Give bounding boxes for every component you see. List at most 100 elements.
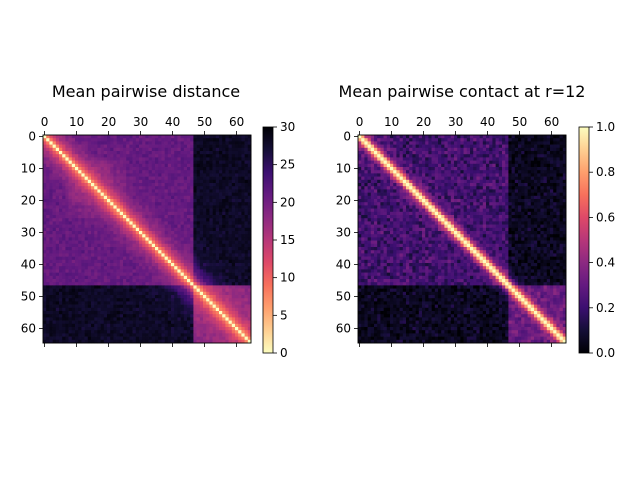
heatmap-cell — [203, 163, 207, 168]
heatmap-cell — [489, 135, 493, 139]
heatmap-cell — [231, 250, 236, 254]
heatmap-cell — [412, 167, 416, 171]
heatmap-cell — [107, 237, 111, 241]
heatmap-cell — [100, 186, 105, 190]
heatmap-cell — [167, 186, 172, 190]
heatmap-cell — [46, 307, 50, 312]
heatmap-cell — [71, 135, 76, 139]
heatmap-cell — [49, 320, 53, 325]
heatmap-cell — [183, 144, 188, 149]
heatmap-cell — [123, 186, 127, 190]
heatmap-cell — [151, 151, 156, 155]
heatmap-cell — [206, 314, 210, 318]
heatmap-cell — [203, 157, 207, 161]
heatmap-cell — [215, 320, 220, 325]
heatmap-cell — [103, 173, 108, 177]
heatmap-cell — [386, 160, 391, 165]
heatmap-cell — [84, 320, 89, 325]
heatmap-cell — [196, 215, 201, 219]
heatmap-cell — [161, 173, 165, 177]
heatmap-cell — [450, 144, 455, 149]
heatmap-cell — [113, 253, 117, 257]
heatmap-cell — [193, 205, 197, 209]
heatmap-cell — [148, 298, 153, 302]
heatmap-cell — [148, 160, 153, 165]
heatmap-cell — [129, 189, 133, 193]
heatmap-cell — [177, 135, 181, 139]
heatmap-cell — [158, 330, 162, 334]
heatmap-cell — [546, 151, 551, 155]
heatmap-cell — [187, 291, 191, 296]
heatmap-cell — [43, 218, 47, 222]
heatmap-cell — [52, 263, 57, 267]
heatmap-cell — [215, 211, 220, 216]
heatmap-cell — [527, 154, 532, 158]
heatmap-cell — [183, 285, 188, 289]
heatmap-cell — [193, 295, 197, 299]
heatmap-cell — [215, 227, 220, 232]
heatmap-cell — [62, 263, 66, 267]
heatmap-cell — [543, 144, 548, 149]
heatmap-cell — [225, 183, 229, 187]
heatmap-cell — [482, 147, 487, 152]
heatmap-cell — [155, 237, 159, 241]
heatmap-cell — [158, 243, 162, 248]
heatmap-cell — [164, 339, 169, 344]
heatmap-cell — [110, 311, 114, 315]
heatmap-cell — [65, 199, 69, 203]
heatmap-cell — [65, 291, 69, 296]
heatmap-cell — [171, 275, 175, 280]
heatmap-cell — [377, 167, 381, 171]
heatmap-cell — [479, 144, 484, 149]
heatmap-cell — [454, 160, 458, 165]
heatmap-cell — [123, 231, 127, 235]
heatmap-cell — [225, 311, 229, 315]
heatmap-cell — [370, 160, 375, 165]
heatmap-cell — [492, 141, 496, 145]
heatmap-cell — [55, 215, 60, 219]
heatmap-cell — [107, 189, 111, 193]
heatmap-cell — [81, 272, 85, 277]
heatmap-cell — [107, 144, 111, 149]
heatmap-cell — [167, 138, 172, 142]
heatmap-cell — [180, 192, 185, 197]
heatmap-cell — [91, 202, 95, 206]
heatmap-cell — [247, 295, 252, 299]
heatmap-cell — [530, 167, 535, 171]
heatmap-cell — [164, 291, 169, 296]
heatmap-cell — [466, 141, 471, 145]
heatmap-cell — [116, 157, 121, 161]
heatmap-cell — [377, 157, 381, 161]
heatmap-cell — [119, 304, 124, 309]
heatmap-cell — [151, 141, 156, 145]
heatmap-cell — [415, 163, 420, 168]
heatmap-cell — [241, 279, 245, 283]
heatmap-cell — [508, 141, 512, 145]
heatmap-cell — [135, 269, 140, 273]
heatmap-cell — [199, 205, 204, 209]
heatmap-cell — [199, 215, 204, 219]
heatmap-cell — [161, 192, 165, 197]
heatmap-cell — [78, 144, 82, 149]
heatmap-cell — [103, 170, 108, 174]
heatmap-cell — [148, 314, 153, 318]
heatmap-cell — [59, 323, 63, 328]
heatmap-cell — [460, 154, 464, 158]
heatmap-cell — [225, 307, 229, 312]
heatmap-cell — [59, 288, 63, 293]
heatmap-cell — [215, 269, 220, 273]
heatmap-cell — [78, 266, 82, 270]
heatmap-cell — [219, 183, 223, 187]
heatmap-cell — [142, 263, 146, 267]
heatmap-cell — [187, 138, 191, 142]
heatmap-cell — [203, 231, 207, 235]
heatmap-cell — [386, 141, 391, 145]
heatmap-cell — [135, 167, 140, 171]
heatmap-cell — [161, 179, 165, 184]
heatmap-cell — [62, 151, 66, 155]
heatmap-cell — [43, 269, 47, 273]
heatmap-cell — [511, 154, 516, 158]
heatmap-cell — [49, 211, 53, 216]
heatmap-cell — [68, 208, 73, 213]
heatmap-cell — [43, 231, 47, 235]
